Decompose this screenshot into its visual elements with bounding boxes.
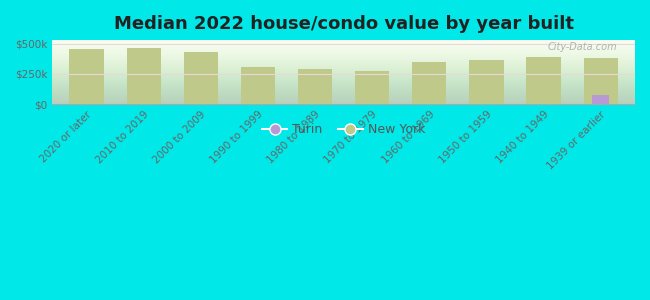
Bar xyxy=(526,57,561,104)
Title: Median 2022 house/condo value by year built: Median 2022 house/condo value by year bu… xyxy=(114,15,574,33)
Bar xyxy=(241,67,275,104)
Bar xyxy=(70,49,104,104)
Bar xyxy=(584,58,618,104)
Bar xyxy=(469,60,504,104)
Legend: Turin, New York: Turin, New York xyxy=(257,118,430,142)
Bar xyxy=(355,71,389,104)
Bar xyxy=(412,62,447,104)
Bar xyxy=(298,68,332,104)
Bar xyxy=(184,52,218,104)
Bar xyxy=(127,48,161,104)
Bar xyxy=(592,95,609,104)
Text: City-Data.com: City-Data.com xyxy=(548,42,617,52)
